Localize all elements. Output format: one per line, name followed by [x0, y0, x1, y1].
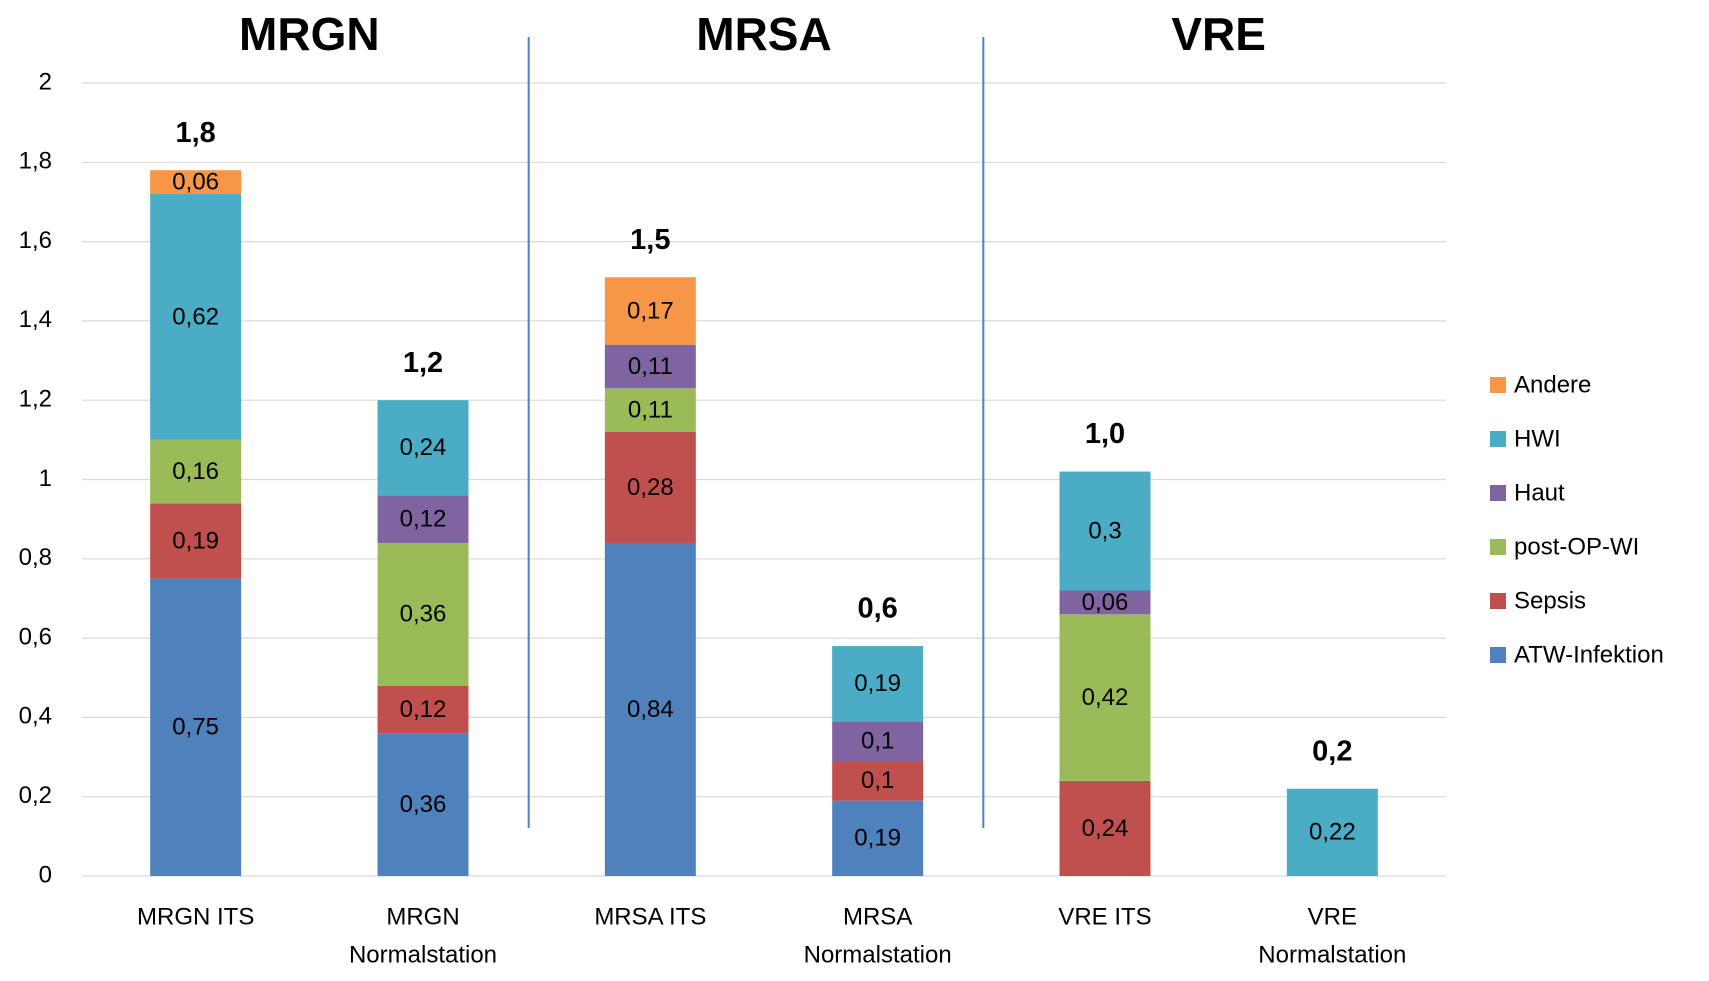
- data-label: 0,62: [172, 303, 219, 330]
- x-tick-label: MRSA: [843, 903, 912, 930]
- x-tick-label: VRE ITS: [1058, 903, 1151, 930]
- x-tick-label: MRGN ITS: [137, 903, 254, 930]
- bar-segment: [832, 761, 924, 801]
- data-label: 0,24: [1082, 815, 1129, 842]
- legend: ATW-Infektion Sepsis post-OP-WI Haut HWI Ande…: [1490, 371, 1664, 668]
- group-title: MRSA: [696, 8, 831, 60]
- data-label: 0,19: [854, 825, 901, 852]
- bar-segment: [1286, 788, 1378, 876]
- x-tick-label: MRSA ITS: [594, 903, 706, 930]
- data-label: 0,22: [1309, 819, 1356, 846]
- y-tick-label: 0,4: [19, 703, 52, 730]
- bar-segment: [150, 439, 242, 504]
- data-label: 0,24: [400, 434, 447, 461]
- bar-segment: [832, 646, 924, 722]
- bar-segment: [150, 503, 242, 579]
- y-tick-label: 1,2: [19, 386, 52, 413]
- legend-swatch: [1490, 647, 1506, 663]
- y-tick-label: 2: [39, 68, 52, 95]
- legend-swatch: [1490, 431, 1506, 447]
- bar-segment: [150, 194, 242, 440]
- x-tick-label: Normalstation: [349, 941, 497, 968]
- total-label: 1,0: [1085, 418, 1125, 450]
- data-label: 0,36: [400, 791, 447, 818]
- group-title: MRGN: [239, 8, 380, 60]
- total-label: 1,5: [630, 224, 670, 256]
- bar-segment: [150, 170, 242, 195]
- legend-swatch: [1490, 539, 1506, 555]
- bar-segment: [1059, 614, 1151, 781]
- data-label: 0,17: [627, 297, 674, 324]
- total-label: 0,6: [858, 593, 898, 625]
- legend-label: HWI: [1514, 425, 1561, 452]
- y-tick-label: 1: [39, 465, 52, 492]
- data-label: 0,11: [628, 353, 673, 380]
- bar-segment: [832, 800, 924, 876]
- group-title: VRE: [1171, 8, 1266, 60]
- total-label: 0,2: [1312, 735, 1352, 767]
- data-label: 0,36: [400, 601, 447, 628]
- bar-segment: [377, 733, 469, 876]
- legend-swatch: [1490, 377, 1506, 393]
- data-label: 0,12: [400, 696, 447, 723]
- bar-segment: [604, 388, 696, 432]
- bar-segment: [604, 542, 696, 876]
- y-tick-label: 1,4: [19, 306, 52, 333]
- x-tick-label: VRE: [1308, 903, 1357, 930]
- x-tick-label: Normalstation: [804, 941, 952, 968]
- data-label: 0,12: [400, 505, 447, 532]
- bar-segment: [377, 685, 469, 734]
- total-label: 1,8: [176, 117, 216, 149]
- legend-label: Andere: [1514, 371, 1591, 398]
- legend-label: Sepsis: [1514, 587, 1586, 614]
- legend-swatch: [1490, 593, 1506, 609]
- y-tick-label: 0,8: [19, 544, 52, 571]
- bar-segment: [1059, 590, 1151, 615]
- data-label: 0,28: [627, 474, 674, 501]
- bar-segment: [1059, 780, 1151, 876]
- total-label: 1,2: [403, 347, 443, 379]
- legend-label: ATW-Infektion: [1514, 641, 1664, 668]
- y-tick-label: 0: [39, 861, 52, 888]
- data-label: 0,11: [628, 396, 673, 423]
- data-label: 0,3: [1088, 517, 1121, 544]
- bar-segment: [1059, 471, 1151, 591]
- bar-segment: [150, 578, 242, 876]
- legend-label: Haut: [1514, 479, 1565, 506]
- bar-segment: [377, 542, 469, 686]
- bar-segment: [604, 344, 696, 389]
- y-tick-label: 0,2: [19, 782, 52, 809]
- data-label: 0,19: [854, 670, 901, 697]
- data-label: 0,19: [172, 527, 219, 554]
- data-label: 0,1: [861, 728, 894, 755]
- bar-segment: [377, 400, 469, 496]
- data-label: 0,1: [861, 767, 894, 794]
- data-label: 0,06: [172, 168, 219, 195]
- legend-swatch: [1490, 485, 1506, 501]
- bar-segment: [377, 495, 469, 543]
- x-tick-label: MRGN: [386, 903, 459, 930]
- y-tick-label: 1,8: [19, 148, 52, 175]
- y-tick-label: 0,6: [19, 623, 52, 650]
- bar-segment: [832, 721, 924, 762]
- bar-segment: [604, 277, 696, 345]
- data-label: 0,84: [627, 696, 674, 723]
- y-tick-label: 1,6: [19, 227, 52, 254]
- data-label: 0,75: [172, 714, 219, 741]
- bar-segment: [604, 431, 696, 543]
- data-label: 0,06: [1082, 589, 1129, 616]
- data-label: 0,16: [172, 458, 219, 485]
- legend-label: post-OP-WI: [1514, 533, 1639, 560]
- x-tick-label: Normalstation: [1258, 941, 1406, 968]
- data-label: 0,42: [1082, 684, 1129, 711]
